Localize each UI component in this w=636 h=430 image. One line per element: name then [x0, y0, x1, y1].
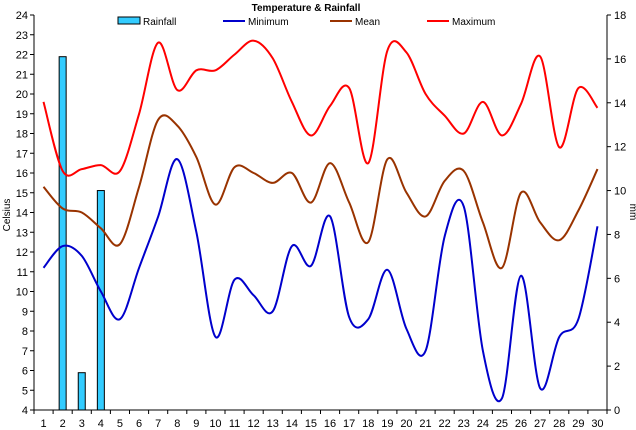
rainfall-bars [58, 56, 105, 411]
y-right-tick-label: 4 [614, 317, 620, 329]
rainfall-bar [96, 190, 105, 411]
x-tick-label: 16 [324, 418, 336, 430]
y-axis-left-label: Celsius [2, 199, 13, 232]
y-left-tick-label: 18 [16, 129, 28, 141]
y-left-tick-label: 19 [16, 109, 28, 121]
y-left-tick-label: 4 [22, 405, 28, 417]
x-tick-label: 10 [209, 418, 221, 430]
x-tick-label: 1 [40, 418, 46, 430]
y-left-tick-label: 11 [17, 267, 28, 279]
y-axis-right-label: mm [627, 204, 636, 221]
x-tick-label: 4 [98, 418, 104, 430]
x-tick-label: 5 [117, 418, 123, 430]
x-tick-label: 19 [381, 418, 393, 430]
y-left-tick-label: 10 [16, 287, 28, 299]
y-left-tick-label: 6 [22, 366, 28, 378]
y-left-tick-label: 15 [16, 188, 28, 200]
x-tick-label: 9 [193, 418, 199, 430]
y-left-tick-label: 14 [16, 208, 28, 220]
x-tick-label: 30 [591, 418, 603, 430]
x-tick-label: 26 [515, 418, 527, 430]
series-maximum-line [42, 39, 599, 177]
y-right-tick-label: 14 [614, 98, 626, 110]
x-tick-label: 17 [343, 418, 355, 430]
legend-label-maximum: Maximum [452, 17, 495, 28]
legend-label-minimum: Minimum [248, 17, 289, 28]
y-right-tick-label: 0 [614, 405, 620, 417]
x-tick-label: 12 [248, 418, 260, 430]
series-minimum-line [42, 158, 599, 402]
x-tick-label: 25 [496, 418, 508, 430]
temperature-lines [42, 39, 599, 402]
y-left-tick-label: 7 [22, 346, 28, 358]
y-left-tick-label: 8 [22, 326, 28, 338]
y-left-tick-label: 21 [16, 69, 28, 81]
chart-title: Temperature & Rainfall [252, 3, 361, 14]
y-left-tick-label: 5 [22, 385, 28, 397]
x-tick-label: 24 [477, 418, 489, 430]
rainfall-bar [58, 56, 67, 411]
axes: 4567891011121314151617181920212223240246… [16, 10, 627, 430]
x-tick-label: 22 [439, 418, 451, 430]
x-tick-label: 21 [419, 418, 431, 430]
y-right-tick-label: 2 [614, 361, 620, 373]
x-tick-label: 11 [229, 418, 240, 430]
x-tick-label: 14 [286, 418, 298, 430]
x-tick-label: 13 [267, 418, 279, 430]
x-tick-label: 18 [362, 418, 374, 430]
y-left-tick-label: 9 [22, 306, 28, 318]
x-tick-label: 20 [400, 418, 412, 430]
x-tick-label: 2 [60, 418, 66, 430]
rainfall-bar [77, 372, 86, 411]
y-right-tick-label: 12 [614, 142, 626, 154]
x-tick-label: 6 [136, 418, 142, 430]
x-tick-label: 27 [534, 418, 546, 430]
x-tick-label: 15 [305, 418, 317, 430]
x-tick-label: 3 [79, 418, 85, 430]
x-tick-label: 29 [572, 418, 584, 430]
legend-swatch-rainfall [117, 16, 141, 25]
y-left-tick-label: 13 [16, 227, 28, 239]
y-right-tick-label: 6 [614, 273, 620, 285]
series-mean-line [42, 114, 599, 269]
y-left-tick-label: 23 [16, 30, 28, 42]
legend-label-mean: Mean [355, 17, 380, 28]
y-left-tick-label: 12 [16, 247, 28, 259]
y-left-tick-label: 17 [16, 148, 28, 160]
x-tick-label: 28 [553, 418, 565, 430]
y-left-tick-label: 22 [16, 50, 28, 62]
x-tick-label: 8 [174, 418, 180, 430]
y-left-tick-label: 24 [16, 10, 28, 22]
y-right-tick-label: 16 [614, 54, 626, 66]
y-left-tick-label: 20 [16, 89, 28, 101]
x-tick-label: 23 [458, 418, 470, 430]
legend-label-rainfall: Rainfall [143, 17, 176, 28]
legend: Rainfall Minimum Mean Maximum [117, 16, 495, 28]
x-tick-label: 7 [155, 418, 161, 430]
y-right-tick-label: 8 [614, 229, 620, 241]
y-right-tick-label: 18 [614, 10, 626, 22]
y-left-tick-label: 16 [16, 168, 28, 180]
y-right-tick-label: 10 [614, 186, 626, 198]
